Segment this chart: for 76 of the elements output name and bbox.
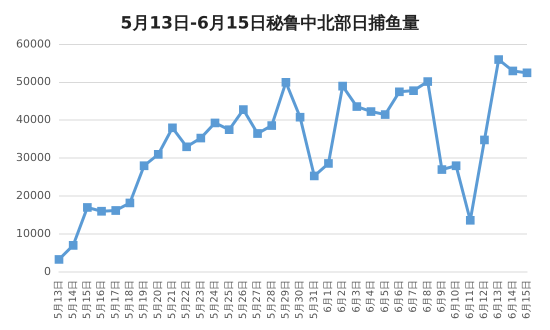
- x-tick-label: 5月21日: [167, 280, 178, 320]
- x-tick-label: 6月3日: [351, 280, 362, 313]
- point: [409, 86, 418, 95]
- point: [239, 105, 248, 114]
- x-tick-label: 6月14日: [507, 280, 518, 320]
- point: [395, 87, 404, 96]
- x-tick-label: 5月23日: [195, 280, 206, 320]
- x-tick-label: 5月13日: [54, 280, 65, 320]
- point: [253, 129, 262, 138]
- point: [296, 112, 304, 122]
- point: [508, 66, 518, 76]
- point: [522, 68, 532, 78]
- x-tick-label: 5月25日: [224, 280, 235, 320]
- point: [310, 172, 319, 180]
- x-tick-label: 6月2日: [337, 280, 348, 313]
- y-tick-label: 60000: [16, 37, 51, 50]
- point: [54, 255, 64, 264]
- x-tick-label: 6月13日: [493, 280, 504, 320]
- x-tick-label: 5月17日: [110, 280, 122, 320]
- x-tick-label: 5月30日: [294, 280, 306, 320]
- x-tick-label: 5月18日: [124, 280, 136, 320]
- x-tick-label: 6月6日: [394, 280, 405, 313]
- point: [224, 125, 234, 134]
- x-tick-label: 5月20日: [152, 280, 164, 320]
- point: [452, 161, 460, 170]
- y-tick-label: 20000: [16, 188, 51, 202]
- x-tick-label: 6月1日: [323, 280, 334, 313]
- point: [210, 118, 220, 128]
- point: [154, 150, 163, 159]
- point: [366, 107, 376, 116]
- point: [423, 77, 432, 86]
- x-tick-label: 5月26日: [238, 280, 249, 320]
- x-tick-label: 6月7日: [408, 280, 420, 313]
- point: [380, 110, 390, 119]
- x-tick-label: 5月31日: [308, 280, 320, 320]
- y-tick-label: 50000: [16, 75, 51, 88]
- x-tick-label: 5月29日: [280, 280, 292, 320]
- point: [83, 203, 92, 212]
- point: [480, 136, 489, 144]
- point: [338, 82, 347, 90]
- chart-title: 5月13日-6月15日秘鲁中北部日捕鱼量: [120, 14, 420, 34]
- point: [140, 161, 148, 170]
- y-tick-label: 10000: [16, 226, 51, 240]
- x-tick-label: 6月11日: [464, 280, 476, 320]
- y-tick-label: 0: [44, 264, 51, 278]
- point: [196, 134, 206, 142]
- x-tick-label: 5月14日: [68, 280, 79, 320]
- point: [466, 216, 475, 225]
- x-tick-label: 6月9日: [436, 280, 448, 313]
- point: [68, 241, 78, 250]
- x-tick-label: 5月27日: [252, 280, 264, 320]
- y-tick-label: 40000: [16, 113, 51, 126]
- point: [282, 78, 290, 87]
- x-tick-label: 6月12日: [479, 280, 490, 320]
- point: [126, 198, 134, 208]
- point: [267, 121, 276, 130]
- point: [111, 206, 120, 215]
- x-tick-label: 5月15日: [82, 280, 93, 320]
- x-tick-label: 5月16日: [96, 280, 108, 320]
- point: [97, 206, 106, 216]
- x-tick-label: 5月24日: [210, 280, 221, 320]
- x-tick-label: 6月10日: [450, 280, 462, 320]
- point: [168, 123, 177, 132]
- point: [438, 165, 446, 174]
- point: [494, 55, 503, 64]
- point: [324, 159, 333, 168]
- y-tick-label: 30000: [16, 151, 51, 164]
- point: [352, 102, 362, 111]
- x-tick-label: 6月5日: [380, 280, 391, 313]
- x-tick-label: 5月19日: [138, 280, 150, 320]
- x-tick-label: 6月8日: [422, 280, 434, 313]
- x-tick-label: 6月15日: [522, 280, 533, 320]
- point: [182, 142, 191, 152]
- x-tick-label: 5月22日: [181, 280, 192, 320]
- x-tick-label: 6月4日: [366, 280, 377, 313]
- x-tick-label: 5月28日: [266, 280, 278, 320]
